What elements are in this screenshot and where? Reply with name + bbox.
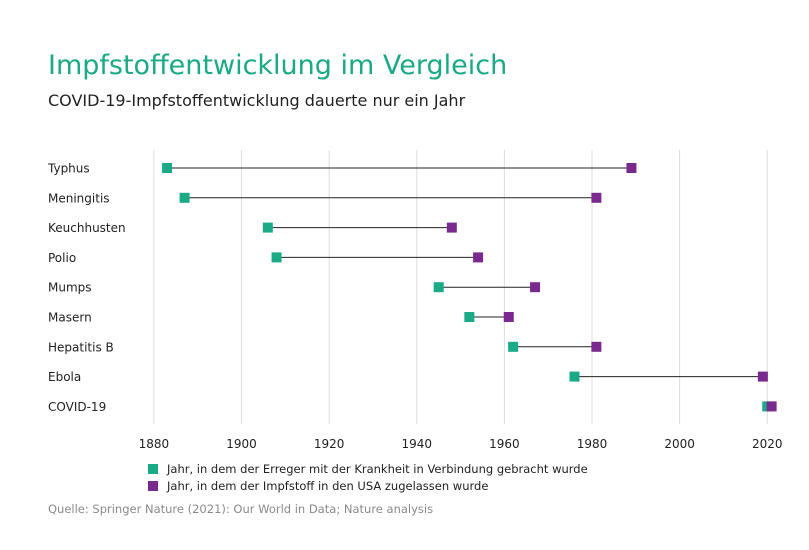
approval-point-ebola xyxy=(757,371,768,382)
category-label-ebola: Ebola xyxy=(48,370,81,384)
x-tick-label-1900: 1900 xyxy=(226,437,257,451)
discovery-point-typhus xyxy=(162,163,173,173)
legend: Jahr, in dem der Erreger mit der Krankhe… xyxy=(148,460,588,494)
legend-item-discovery: Jahr, in dem der Erreger mit der Krankhe… xyxy=(148,460,588,477)
legend-label-discovery: Jahr, in dem der Erreger mit der Krankhe… xyxy=(167,461,588,476)
approval-point-meningitis xyxy=(591,192,602,203)
x-tick-label-2020: 2020 xyxy=(752,437,783,451)
approval-point-keuchhusten xyxy=(446,222,457,233)
approval-point-mumps xyxy=(530,282,541,293)
x-tick-label-1980: 1980 xyxy=(577,437,608,451)
legend-swatch-discovery xyxy=(148,463,158,474)
x-tick-label-1940: 1940 xyxy=(401,437,432,451)
chart-subtitle: COVID-19-Impfstoffentwicklung dauerte nu… xyxy=(48,91,466,110)
category-label-hepatitis-b: Hepatitis B xyxy=(48,340,114,354)
x-axis: 1880 1900 1920 1940 1960 1980 2000 2020 xyxy=(139,437,783,451)
category-label-masern: Masern xyxy=(48,311,92,325)
legend-item-approval: Jahr, in dem der Impfstoff in den USA zu… xyxy=(148,477,588,494)
discovery-point-meningitis xyxy=(179,192,190,203)
approval-point-covid-19 xyxy=(766,401,777,412)
data-marks xyxy=(162,163,777,412)
category-label-typhus: Typhus xyxy=(47,162,90,176)
legend-label-approval: Jahr, in dem der Impfstoff in den USA zu… xyxy=(167,478,489,493)
discovery-point-polio xyxy=(271,252,282,263)
discovery-point-hepatitis-b xyxy=(508,341,519,352)
chart-title: Impfstoffentwicklung im Vergleich xyxy=(48,50,508,81)
x-tick-label-1880: 1880 xyxy=(139,437,170,451)
approval-point-typhus xyxy=(626,163,637,173)
source-note: Quelle: Springer Nature (2021): Our Worl… xyxy=(48,502,434,516)
approval-point-hepatitis-b xyxy=(591,341,602,352)
x-tick-label-1920: 1920 xyxy=(314,437,345,451)
category-label-mumps: Mumps xyxy=(48,281,92,295)
category-label-meningitis: Meningitis xyxy=(48,191,110,205)
discovery-point-ebola xyxy=(569,371,580,382)
category-label-polio: Polio xyxy=(48,251,76,265)
category-label-covid-19: COVID-19 xyxy=(48,400,106,414)
approval-point-masern xyxy=(503,312,514,322)
discovery-point-mumps xyxy=(433,282,444,293)
discovery-point-keuchhusten xyxy=(262,222,273,233)
legend-swatch-approval xyxy=(148,480,158,491)
discovery-point-masern xyxy=(464,312,475,322)
x-tick-label-1960: 1960 xyxy=(489,437,520,451)
category-labels: Typhus Meningitis Keuchhusten Polio Mumps Mas… xyxy=(47,162,126,414)
category-label-keuchhusten: Keuchhusten xyxy=(48,221,126,235)
x-tick-label-2000: 2000 xyxy=(664,437,695,451)
approval-point-polio xyxy=(473,252,484,263)
